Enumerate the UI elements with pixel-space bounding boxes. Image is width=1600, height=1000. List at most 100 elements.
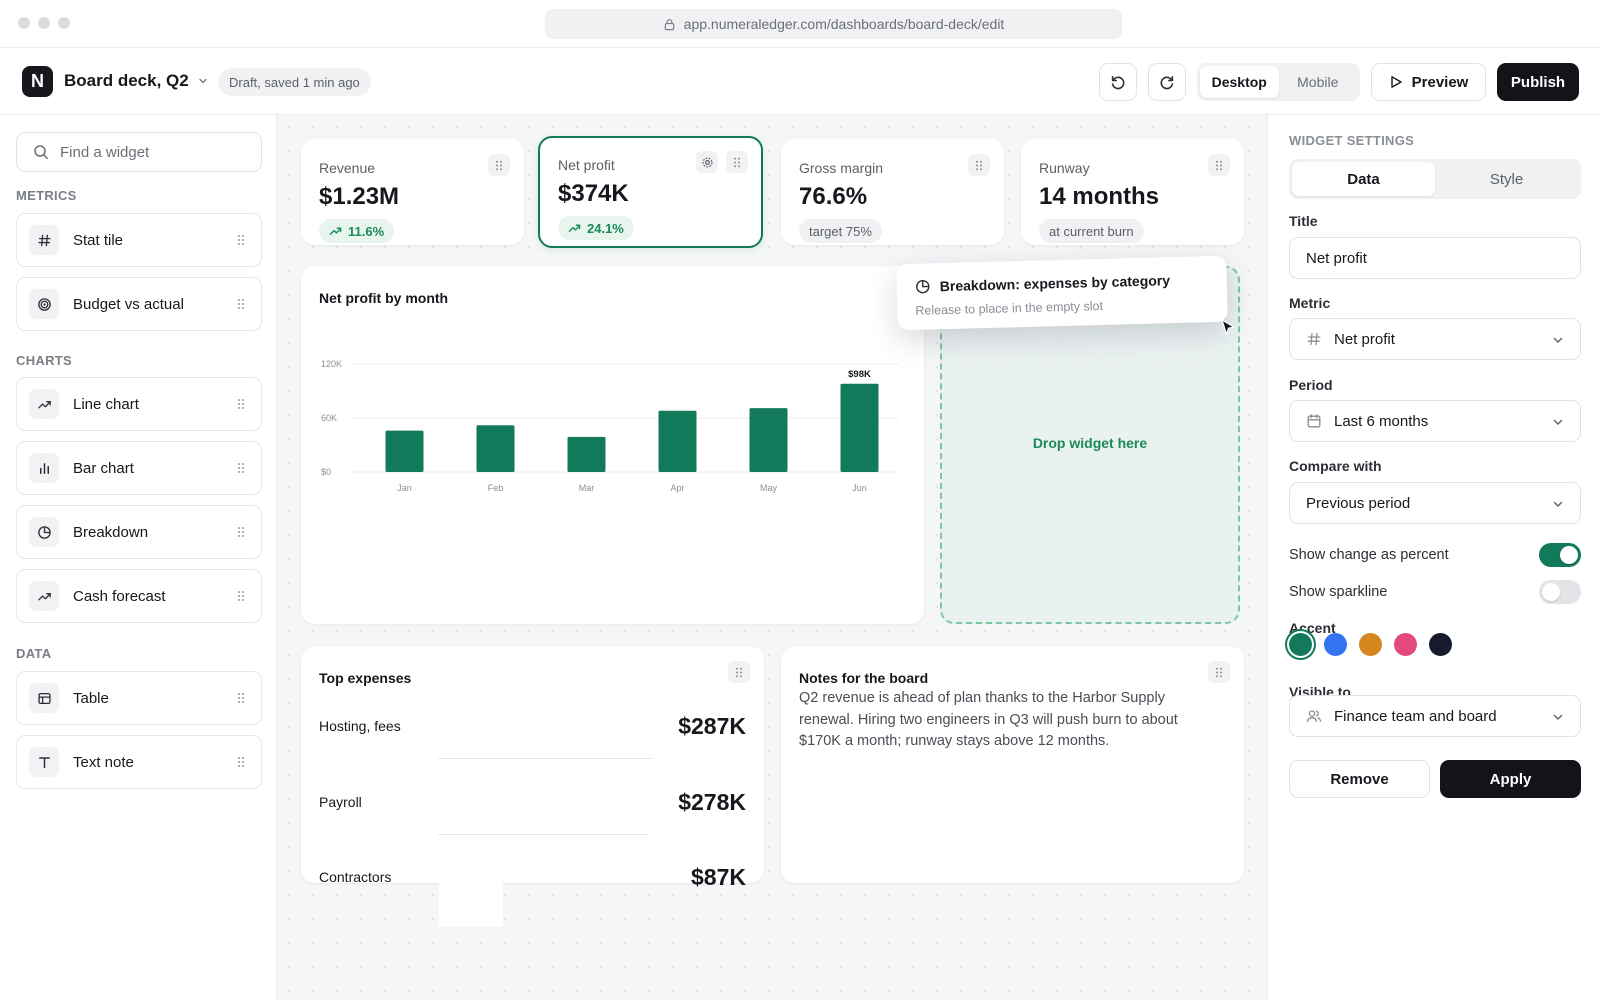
bar-jan — [385, 430, 424, 472]
chart-card-net-profit[interactable]: Net profit by month $0 60K 120K Jan Feb Mar Ap… — [301, 266, 924, 624]
users-icon — [1306, 710, 1322, 723]
bar-chart-icon — [29, 453, 59, 483]
period-select[interactable]: Last 6 months — [1289, 400, 1581, 442]
widget-item-cash-forecast[interactable]: Cash forecast — [16, 569, 262, 623]
drag-ghost-subtitle: Release to place in the empty slot — [915, 298, 1104, 318]
stat-tile-net-profit[interactable]: Net profit $374K 24.1% — [538, 136, 763, 248]
undo-icon — [1111, 76, 1125, 90]
net-profit-bar-chart: $0 60K 120K Jan Feb Mar Apr May Jun $98K — [321, 359, 899, 493]
drag-handle-icon[interactable] — [237, 398, 245, 410]
show-sparkline-toggle[interactable] — [1539, 580, 1581, 604]
pie-icon — [29, 517, 59, 547]
address-bar[interactable]: app.numeraledger.com/dashboards/board-de… — [545, 9, 1122, 39]
notes-card[interactable]: Notes for the board Q2 revenue is ahead … — [781, 646, 1244, 883]
stat-tile-revenue[interactable]: Revenue $1.23M 11.6% — [301, 139, 524, 245]
drag-handle-icon[interactable] — [968, 154, 990, 176]
tab-data[interactable]: Data — [1292, 162, 1435, 196]
widget-item-text-note[interactable]: Text note — [16, 735, 262, 789]
dragging-widget-preview[interactable]: Breakdown: expenses by category Release … — [896, 255, 1228, 331]
widget-item-label: Bar chart — [73, 459, 134, 477]
x-tick-label: Apr — [670, 483, 684, 493]
drag-handle-icon[interactable] — [237, 526, 245, 538]
drag-handle-icon[interactable] — [488, 154, 510, 176]
drag-handle-icon[interactable] — [237, 234, 245, 246]
stat-tile-gross-margin[interactable]: Gross margin 76.6% target 75% — [781, 139, 1004, 245]
widget-item-bar-chart[interactable]: Bar chart — [16, 441, 262, 495]
drag-handle-icon[interactable] — [237, 462, 245, 474]
drag-handle-icon[interactable] — [1208, 661, 1230, 683]
chevron-down-icon — [1553, 419, 1563, 425]
expense-row: Payroll $278K — [319, 789, 746, 819]
stat-tile-runway[interactable]: Runway 14 months at current burn — [1021, 139, 1244, 245]
widget-item-breakdown[interactable]: Breakdown — [16, 505, 262, 559]
y-tick-label: 60K — [321, 413, 337, 423]
apply-button[interactable]: Apply — [1440, 760, 1581, 798]
drag-handle-icon[interactable] — [237, 590, 245, 602]
top-expenses-card[interactable]: Top expenses Hosting, fees $287K Payroll… — [301, 646, 764, 883]
widget-search-input[interactable]: Find a widget — [16, 132, 262, 172]
bar-may — [749, 408, 788, 472]
accent-swatch[interactable] — [1359, 633, 1382, 656]
drag-handle-icon[interactable] — [237, 298, 245, 310]
widget-item-label: Text note — [73, 753, 134, 771]
widget-item-label: Line chart — [73, 395, 139, 413]
expense-row: Hosting, fees $287K — [319, 713, 746, 743]
compare-select[interactable]: Previous period — [1289, 482, 1581, 524]
expense-divider — [438, 834, 648, 835]
toggle-row-sparkline: Show sparkline — [1289, 580, 1581, 606]
window-maximize-dot[interactable] — [58, 17, 70, 29]
widget-item-line-chart[interactable]: Line chart — [16, 377, 262, 431]
redo-button[interactable] — [1148, 63, 1186, 101]
view-mode-switch: Desktop Mobile — [1197, 63, 1360, 101]
chevron-down-icon — [1553, 337, 1563, 343]
publish-button[interactable]: Publish — [1497, 63, 1579, 101]
widget-item-stat-tile[interactable]: Stat tile — [16, 213, 262, 267]
drag-handle-icon[interactable] — [726, 151, 748, 173]
text-icon — [29, 747, 59, 777]
gear-icon[interactable] — [696, 151, 718, 173]
document-title[interactable]: Board deck, Q2 — [64, 71, 209, 91]
stat-value: 76.6% — [799, 183, 868, 210]
stat-change-badge: 11.6% — [319, 219, 395, 243]
drag-handle-icon[interactable] — [728, 661, 750, 683]
widget-item-label: Breakdown — [73, 523, 149, 541]
view-mode-desktop[interactable]: Desktop — [1200, 66, 1279, 98]
accent-swatch[interactable] — [1429, 633, 1452, 656]
tab-style[interactable]: Style — [1489, 170, 1524, 188]
save-status-badge: Draft, saved 1 min ago — [218, 68, 371, 96]
show-percent-toggle[interactable] — [1539, 543, 1581, 567]
preview-button[interactable]: Preview — [1371, 63, 1486, 101]
accent-swatch[interactable] — [1324, 633, 1347, 656]
remove-button[interactable]: Remove — [1289, 760, 1430, 798]
undo-button[interactable] — [1099, 63, 1137, 101]
visible-to-select[interactable]: Finance team and board — [1289, 695, 1581, 737]
accent-swatch[interactable] — [1394, 633, 1417, 656]
widget-item-table[interactable]: Table — [16, 671, 262, 725]
stat-value: 14 months — [1039, 183, 1160, 210]
app-logo[interactable]: N — [22, 66, 53, 97]
metric-select[interactable]: Net profit — [1289, 318, 1581, 360]
stat-label: Revenue — [319, 160, 376, 176]
stat-value: $1.23M — [319, 183, 400, 210]
window-close-dot[interactable] — [18, 17, 30, 29]
expense-name: Hosting, fees — [319, 718, 401, 734]
drop-zone-label: Drop widget here — [1032, 435, 1148, 451]
title-field[interactable]: Net profit — [1289, 237, 1581, 279]
widget-item-label: Stat tile — [73, 231, 124, 249]
compare-select-value: Previous period — [1306, 494, 1411, 512]
accent-swatch[interactable] — [1289, 633, 1312, 656]
drag-handle-icon[interactable] — [237, 756, 245, 768]
stat-value: $374K — [558, 180, 629, 207]
browser-chrome: app.numeraledger.com/dashboards/board-de… — [0, 0, 1600, 48]
y-tick-label: $0 — [321, 467, 331, 477]
chevron-down-icon — [1553, 714, 1563, 720]
hash-icon — [29, 225, 59, 255]
widget-item-budget-vs-actual[interactable]: Budget vs actual — [16, 277, 262, 331]
window-minimize-dot[interactable] — [38, 17, 50, 29]
view-mode-mobile[interactable]: Mobile — [1297, 74, 1339, 90]
toggle-sparkline-label: Show sparkline — [1289, 584, 1388, 600]
metric-select-value: Net profit — [1334, 330, 1395, 348]
drag-handle-icon[interactable] — [1208, 154, 1230, 176]
period-select-value: Last 6 months — [1334, 412, 1429, 430]
drag-handle-icon[interactable] — [237, 692, 245, 704]
